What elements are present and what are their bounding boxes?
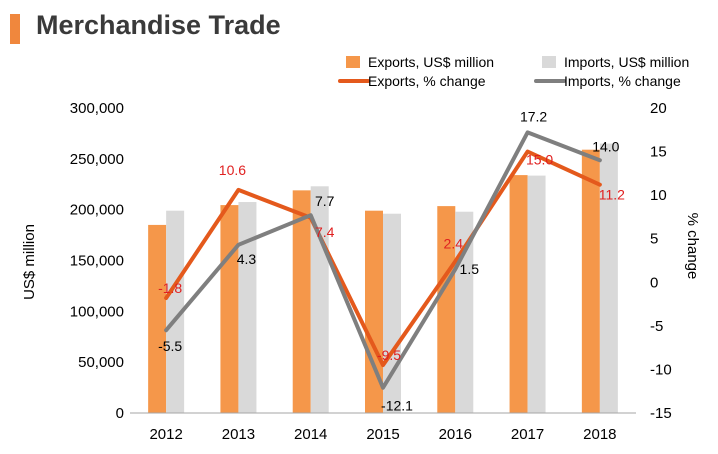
legend-label-2: Exports, % change bbox=[368, 73, 486, 89]
y2-tick-label: -15 bbox=[650, 405, 672, 422]
exports-change-label-2013: 10.6 bbox=[219, 162, 246, 178]
imports-change-label-2015: -12.1 bbox=[381, 398, 413, 414]
x-tick-label-2016: 2016 bbox=[439, 426, 472, 443]
exports-bar-2012 bbox=[148, 224, 167, 413]
y2-tick-label: -10 bbox=[650, 361, 672, 378]
imports-change-line bbox=[164, 130, 602, 390]
exports-change-label-2016: 2.4 bbox=[444, 235, 464, 251]
x-tick-label-2015: 2015 bbox=[366, 426, 399, 443]
x-tick-label-2017: 2017 bbox=[511, 426, 544, 443]
imports-bar-2013 bbox=[238, 202, 257, 413]
legend-label-1: Imports, US$ million bbox=[564, 54, 689, 70]
exports-change-label-2012: -1.8 bbox=[158, 280, 182, 296]
y-tick-label: 200,000 bbox=[70, 202, 124, 219]
exports-change-label-2015: -9.5 bbox=[377, 347, 401, 363]
imports-change-label-2012: -5.5 bbox=[158, 338, 182, 354]
imports-bar-2017 bbox=[527, 175, 546, 413]
legend-label-3: Imports, % change bbox=[564, 73, 681, 89]
x-tick-label-2018: 2018 bbox=[583, 426, 616, 443]
exports-bar-2016 bbox=[437, 206, 456, 413]
exports-bar-2014 bbox=[292, 190, 311, 413]
y2-tick-label: 0 bbox=[650, 274, 658, 291]
exports-change-label-2017: 15.0 bbox=[526, 152, 553, 168]
legend-swatch-1 bbox=[542, 56, 556, 68]
x-tick-label-2012: 2012 bbox=[149, 426, 182, 443]
imports-bar-2012 bbox=[166, 210, 185, 413]
legend-label-0: Exports, US$ million bbox=[368, 54, 494, 70]
y2-tick-label: 10 bbox=[650, 187, 667, 204]
x-tick-label-2013: 2013 bbox=[222, 426, 255, 443]
imports-change-label-2016: 1.5 bbox=[460, 261, 480, 277]
exports-bar-2018 bbox=[581, 149, 600, 413]
y-tick-label: 150,000 bbox=[70, 253, 124, 270]
y2-tick-label: 15 bbox=[650, 144, 667, 161]
y-tick-label: 0 bbox=[116, 405, 124, 422]
y-axis-title: US$ million bbox=[21, 224, 38, 300]
exports-bar-2017 bbox=[509, 175, 528, 413]
y2-tick-label: -5 bbox=[650, 318, 663, 335]
y-tick-label: 50,000 bbox=[78, 354, 124, 371]
legend-swatch-0 bbox=[346, 56, 360, 68]
exports-change-label-2014: 7.4 bbox=[315, 224, 335, 240]
y-tick-label: 300,000 bbox=[70, 100, 124, 117]
x-tick-label-2014: 2014 bbox=[294, 426, 327, 443]
title-accent-bar bbox=[10, 14, 20, 44]
y2-tick-label: 5 bbox=[650, 231, 658, 248]
chart-title: Merchandise Trade bbox=[36, 10, 281, 40]
imports-change-label-2013: 4.3 bbox=[237, 251, 257, 267]
y2-axis-title: % change bbox=[684, 213, 701, 280]
exports-change-label-2018: 11.2 bbox=[599, 187, 625, 203]
exports-bar-2015 bbox=[365, 210, 383, 413]
y-tick-label: 100,000 bbox=[70, 303, 124, 320]
exports-change-line bbox=[164, 149, 602, 368]
imports-change-label-2014: 7.7 bbox=[315, 193, 335, 209]
imports-change-label-2017: 17.2 bbox=[520, 108, 547, 124]
y-tick-label: 250,000 bbox=[70, 151, 124, 168]
y2-tick-label: 20 bbox=[650, 100, 667, 117]
imports-bar-2018 bbox=[599, 143, 618, 414]
exports-bar-2013 bbox=[220, 205, 239, 413]
imports-change-label-2018: 14.0 bbox=[592, 138, 619, 154]
